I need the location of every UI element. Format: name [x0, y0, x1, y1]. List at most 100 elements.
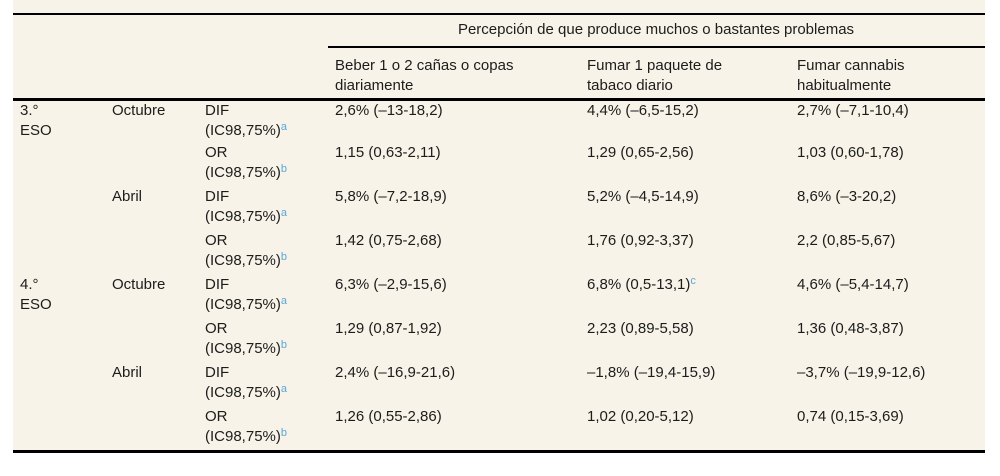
value-text: –1,8% (–19,4-15,9) [587, 364, 716, 381]
stat-name: OR [205, 144, 228, 161]
stat-ci: (IC98,75%)b [205, 339, 320, 359]
value-text: 0,74 (0,15-3,69) [797, 408, 904, 425]
value-cell: 4,4% (–6,5-15,2) [580, 99, 790, 143]
month-cell: Abril [112, 364, 143, 381]
stat-name: OR [205, 408, 228, 425]
stat-cell: OR (IC98,75%)b [198, 319, 328, 363]
footnote-sup: a [280, 295, 287, 307]
stat-cell: DIF (IC98,75%)a [198, 187, 328, 231]
value-text: 8,6% (–3-20,2) [797, 188, 897, 205]
stat-cell: DIF (IC98,75%)a [198, 363, 328, 407]
value-cell: 1,15 (0,63-2,11) [328, 143, 580, 187]
value-cell: 1,36 (0,48-3,87) [790, 319, 985, 363]
table-row: OR (IC98,75%)b 1,26 (0,55-2,86) 1,02 (0,… [13, 407, 985, 451]
column-header-line: Fumar 1 paquete de [587, 57, 723, 74]
footnote-sup: b [280, 427, 287, 439]
table-header: Percepción de que produce muchos o basta… [13, 14, 985, 101]
value-text: 1,76 (0,92-3,37) [587, 232, 694, 249]
table-row: OR (IC98,75%)b 1,15 (0,63-2,11) 1,29 (0,… [13, 143, 985, 187]
value-cell: 2,2 (0,85-5,67) [790, 231, 985, 275]
value-text: 1,29 (0,65-2,56) [587, 144, 694, 161]
value-cell: 1,26 (0,55-2,86) [328, 407, 580, 451]
stat-ci-label: (IC98,75%) [205, 384, 281, 401]
footnote-sup: b [280, 251, 287, 263]
results-table-panel: Percepción de que produce muchos o basta… [13, 0, 985, 453]
column-header-line: Fumar cannabis [797, 57, 905, 74]
value-cell: 0,74 (0,15-3,69) [790, 407, 985, 451]
stat-ci-label: (IC98,75%) [205, 164, 281, 181]
column-header-line: Beber 1 o 2 cañas o copas [335, 57, 514, 74]
stat-name: DIF [205, 364, 230, 381]
stat-ci-label: (IC98,75%) [205, 208, 281, 225]
month-cell: Octubre [112, 276, 166, 293]
spanning-header: Percepción de que produce muchos o basta… [328, 14, 985, 48]
stat-name: DIF [205, 101, 230, 119]
stat-ci-label: (IC98,75%) [205, 121, 281, 139]
column-header-line: tabaco diario [587, 77, 673, 94]
stat-cell: OR (IC98,75%)b [198, 143, 328, 187]
value-text: 1,02 (0,20-5,12) [587, 408, 694, 425]
grade-line: ESO [20, 121, 52, 139]
value-text: 5,8% (–7,2-18,9) [335, 188, 447, 205]
stat-ci-label: (IC98,75%) [205, 252, 281, 269]
stat-ci: (IC98,75%)a [205, 121, 320, 141]
value-text: 4,6% (–5,4-14,7) [797, 276, 909, 293]
table-row: Abril DIF (IC98,75%)a 5,8% (–7,2-18,9) 5… [13, 187, 985, 231]
stat-ci: (IC98,75%)a [205, 295, 320, 315]
value-cell: 1,29 (0,87-1,92) [328, 319, 580, 363]
column-header-tobacco: Fumar 1 paquete de tabaco diario [580, 47, 790, 101]
grade-cell: 3.° ESO [13, 99, 105, 275]
stat-ci: (IC98,75%)a [205, 383, 320, 403]
value-text: 1,26 (0,55-2,86) [335, 408, 442, 425]
footnote-sup: c [690, 275, 696, 287]
value-cell: 4,6% (–5,4-14,7) [790, 275, 985, 319]
value-text: 1,15 (0,63-2,11) [335, 144, 441, 161]
value-cell: 1,29 (0,65-2,56) [580, 143, 790, 187]
value-cell: 5,2% (–4,5-14,9) [580, 187, 790, 231]
column-header-line: habitualmente [797, 77, 892, 94]
spanning-header-row: Percepción de que produce muchos o basta… [13, 14, 985, 48]
stat-ci: (IC98,75%)b [205, 251, 320, 271]
table-row: OR (IC98,75%)b 1,29 (0,87-1,92) 2,23 (0,… [13, 319, 985, 363]
grade-line: 3.° [20, 101, 39, 119]
footnote-sup: b [280, 163, 287, 175]
table-row: OR (IC98,75%)b 1,42 (0,75-2,68) 1,76 (0,… [13, 231, 985, 275]
value-text: 2,6% (–13-18,2) [335, 101, 443, 119]
stat-ci: (IC98,75%)b [205, 427, 320, 447]
footnote-sup: a [280, 383, 287, 395]
value-cell: 6,3% (–2,9-15,6) [328, 275, 580, 319]
table-row: 4.° ESO Octubre DIF (IC98,75%)a 6,3% (–2… [13, 275, 985, 319]
column-header-cannabis: Fumar cannabis habitualmente [790, 47, 985, 101]
value-cell: 1,76 (0,92-3,37) [580, 231, 790, 275]
value-text: 2,23 (0,89-5,58) [587, 320, 694, 337]
stat-ci-label: (IC98,75%) [205, 340, 281, 357]
value-text: –3,7% (–19,9-12,6) [797, 364, 926, 381]
value-text: 1,36 (0,48-3,87) [797, 320, 904, 337]
column-header-alcohol: Beber 1 o 2 cañas o copas diariamente [328, 47, 580, 101]
header-spacer [13, 14, 328, 47]
grade-line: 4.° [20, 276, 39, 293]
stat-cell: DIF (IC98,75%)a [198, 275, 328, 319]
table-row: Abril DIF (IC98,75%)a 2,4% (–16,9-21,6) … [13, 363, 985, 407]
stat-name: DIF [205, 276, 230, 293]
value-cell: 2,7% (–7,1-10,4) [790, 99, 985, 143]
stat-ci-label: (IC98,75%) [205, 296, 281, 313]
value-cell: 1,02 (0,20-5,12) [580, 407, 790, 451]
stat-name: OR [205, 232, 228, 249]
month-cell: Octubre [112, 101, 166, 119]
stat-ci: (IC98,75%)b [205, 163, 320, 183]
value-cell: 2,23 (0,89-5,58) [580, 319, 790, 363]
value-text: 1,03 (0,60-1,78) [797, 144, 904, 161]
table-body: 3.° ESO Octubre DIF (IC98,75%)a 2,6% (–1… [13, 99, 985, 451]
value-text: 2,4% (–16,9-21,6) [335, 364, 456, 381]
value-cell: 6,8% (0,5-13,1)c [580, 275, 790, 319]
column-header-line: diariamente [335, 77, 414, 94]
table-row: 3.° ESO Octubre DIF (IC98,75%)a 2,6% (–1… [13, 99, 985, 143]
results-table: Percepción de que produce muchos o basta… [13, 13, 985, 453]
value-cell: 2,4% (–16,9-21,6) [328, 363, 580, 407]
value-cell: –3,7% (–19,9-12,6) [790, 363, 985, 407]
footnote-sup: a [280, 120, 287, 133]
value-text: 2,2 (0,85-5,67) [797, 232, 896, 249]
value-cell: –1,8% (–19,4-15,9) [580, 363, 790, 407]
